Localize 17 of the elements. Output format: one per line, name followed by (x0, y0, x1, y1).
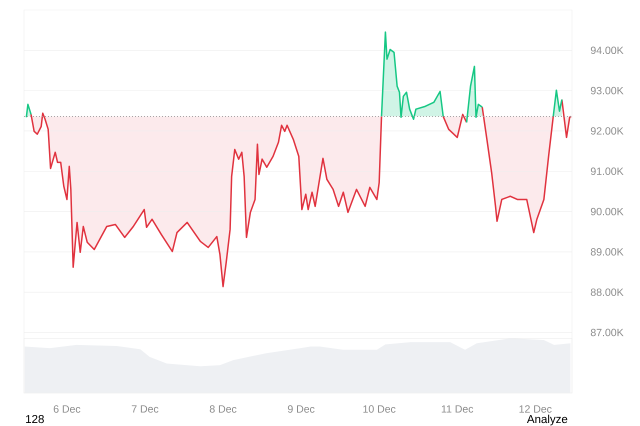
x-tick-label: 11 Dec (442, 405, 474, 413)
y-tick-label: 87.00K (590, 328, 624, 336)
y-tick-label: 92.00K (590, 127, 624, 135)
x-tick-label: 6 Dec (54, 405, 80, 413)
text: 128 (26, 414, 44, 424)
y-tick-label: 94.00K (590, 46, 624, 54)
y-tick-label: 91.00K (590, 168, 624, 175)
x-tick-label: 10 Dec (363, 405, 396, 413)
text: Analyze (526, 414, 568, 426)
y-tick-label: 88.00K (590, 288, 624, 296)
x-tick-label: 7 Dec (132, 405, 158, 413)
y-tick-label: 93.00K (590, 86, 624, 94)
y-tick-label: 89.00K (590, 248, 624, 256)
x-tick-label: 12 Dec (519, 405, 552, 413)
y-tick-label: 90.00K (590, 208, 624, 216)
x-tick-label: 9 Dec (288, 405, 315, 413)
x-tick-label: 8 Dec (210, 405, 236, 413)
